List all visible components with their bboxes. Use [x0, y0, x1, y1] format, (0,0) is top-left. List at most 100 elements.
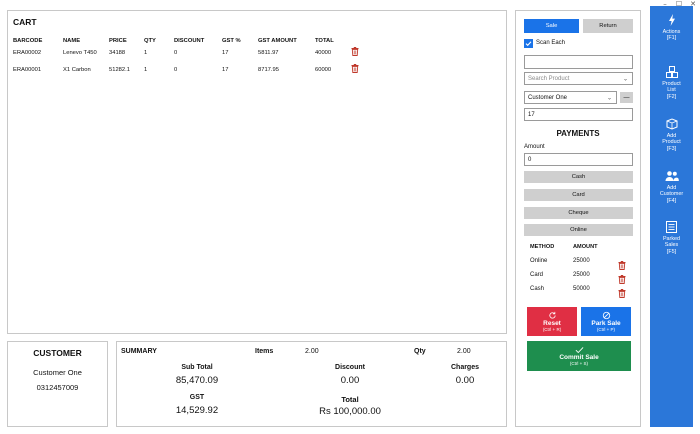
- method-column-header: METHOD: [530, 244, 555, 250]
- discount-label: Discount: [335, 364, 365, 371]
- rail-item-label: List: [667, 87, 676, 94]
- close-button[interactable]: ✕: [690, 0, 696, 8]
- park-sale-button[interactable]: Park Sale (Ctrl + P): [581, 307, 631, 336]
- card-button[interactable]: Card: [524, 189, 633, 201]
- table-row[interactable]: ERA00001 X1 Carbon 51282.1 1 0 17 8717.9…: [8, 64, 506, 76]
- cell-price: 34188: [109, 50, 126, 56]
- cell-name: Lenevo T450: [63, 50, 97, 56]
- amount-column-header: AMOUNT: [573, 244, 598, 250]
- rail-item-label: Add: [666, 185, 677, 191]
- rail-item-label: Product: [662, 81, 681, 87]
- column-header-barcode[interactable]: BARCODE: [13, 38, 43, 44]
- customer-name: Customer One: [33, 368, 82, 377]
- cell-barcode: ERA00002: [13, 50, 42, 56]
- return-mode-button[interactable]: Return: [583, 19, 633, 33]
- column-header-discount[interactable]: DISCOUNT: [174, 38, 205, 44]
- qty-label: Qty: [414, 348, 426, 355]
- cell-qty[interactable]: 1: [144, 67, 148, 73]
- trash-icon[interactable]: [351, 64, 360, 76]
- column-header-gst-percent[interactable]: GST %: [222, 38, 241, 44]
- trash-icon[interactable]: [618, 271, 626, 289]
- rail-item-add-product[interactable]: Add Product [F3]: [650, 118, 693, 152]
- window-controls: – ☐ ✕: [658, 0, 700, 10]
- commit-sale-shortcut: (Ctrl + S): [569, 361, 589, 366]
- cell-qty[interactable]: 1: [144, 50, 148, 56]
- customer-panel: CUSTOMER Customer One 0312457009: [7, 341, 108, 427]
- cart-header-row: BARCODE NAME PRICE QTY DISCOUNT GST % GS…: [8, 35, 506, 47]
- remove-customer-button[interactable]: —: [620, 92, 633, 103]
- rail-item-add-customer[interactable]: Add Customer [F4]: [650, 170, 693, 204]
- action-rail: Actions [F1] Product List [F2] Add Produ…: [650, 6, 693, 427]
- charges-value: 0.00: [455, 375, 475, 386]
- discount-value: 0.00: [340, 375, 360, 386]
- trash-icon[interactable]: [351, 47, 360, 59]
- reset-shortcut: (Ctrl + R): [542, 327, 562, 332]
- online-button[interactable]: Online: [524, 224, 633, 236]
- column-header-price[interactable]: PRICE: [109, 38, 127, 44]
- rail-item-product-list[interactable]: Product List [F2]: [650, 66, 693, 100]
- gst-value: 14,529.92: [175, 405, 219, 416]
- column-header-name[interactable]: NAME: [63, 38, 81, 44]
- search-product-select[interactable]: Search Product ⌄: [524, 72, 633, 85]
- rail-item-label: Parked: [662, 236, 681, 242]
- trash-icon[interactable]: [618, 257, 626, 275]
- commit-sale-button[interactable]: Commit Sale (Ctrl + S): [527, 341, 631, 371]
- cell-gst-amount: 5811.97: [258, 50, 279, 56]
- reset-button[interactable]: Reset (Ctrl + R): [527, 307, 577, 336]
- total-value: Rs 100,000.00: [319, 406, 381, 417]
- column-header-total[interactable]: TOTAL: [315, 38, 334, 44]
- qty-value: 2.00: [457, 348, 471, 355]
- maximize-button[interactable]: ☐: [675, 0, 683, 8]
- list-icon: [666, 221, 677, 233]
- gst-input[interactable]: 17: [524, 108, 633, 121]
- payment-method: Card: [530, 272, 544, 278]
- items-label: Items: [255, 348, 274, 355]
- chevron-down-icon: ⌄: [622, 76, 628, 82]
- customer-phone: 0312457009: [36, 383, 79, 392]
- cell-total: 60000: [315, 67, 332, 73]
- rail-item-shortcut: [F2]: [666, 93, 677, 100]
- barcode-input[interactable]: [524, 55, 633, 69]
- trash-icon[interactable]: [618, 285, 626, 303]
- search-product-placeholder: Search Product: [528, 75, 570, 82]
- cart-panel: CART BARCODE NAME PRICE QTY DISCOUNT GST…: [7, 10, 507, 334]
- sale-mode-button[interactable]: Sale: [524, 19, 579, 33]
- cart-title: CART: [13, 17, 37, 27]
- rail-item-parked-sales[interactable]: Parked Sales [F5]: [650, 221, 693, 255]
- payment-amount: 50000: [573, 286, 590, 292]
- gst-label: GST: [189, 394, 205, 401]
- cheque-button[interactable]: Cheque: [524, 207, 633, 219]
- rail-item-label: Actions: [662, 29, 681, 35]
- cell-gst-percent: 17: [222, 50, 229, 56]
- rail-item-shortcut: [F5]: [666, 248, 677, 255]
- payment-method: Cash: [530, 286, 545, 292]
- rail-item-label: Add: [666, 133, 677, 139]
- cell-discount[interactable]: 0: [174, 67, 178, 73]
- scan-each-label: Scan Each: [536, 40, 566, 46]
- cash-button[interactable]: Cash: [524, 171, 633, 183]
- park-sale-label: Park Sale: [591, 320, 621, 327]
- column-header-gst-amount[interactable]: GST AMOUNT: [258, 38, 297, 44]
- customer-select[interactable]: Customer One ⌄: [524, 91, 617, 104]
- chevron-down-icon: ⌄: [606, 95, 612, 101]
- table-row[interactable]: ERA00002 Lenevo T450 34188 1 0 17 5811.9…: [8, 47, 506, 59]
- rail-item-shortcut: [F1]: [666, 35, 677, 42]
- customer-select-value: Customer One: [528, 94, 568, 101]
- minimize-button[interactable]: –: [663, 0, 667, 8]
- payment-amount: 25000: [573, 272, 590, 278]
- rail-item-label: Customer: [659, 191, 684, 198]
- column-header-qty[interactable]: QTY: [144, 38, 156, 44]
- summary-title: SUMMARY: [121, 348, 157, 355]
- rail-item-label: Product: [662, 139, 681, 146]
- rail-item-shortcut: [F4]: [666, 197, 677, 204]
- cell-discount[interactable]: 0: [174, 50, 178, 56]
- rail-item-actions[interactable]: Actions [F1]: [650, 14, 693, 42]
- sale-control-panel: Sale Return Scan Each Search Product ⌄ C…: [515, 10, 641, 427]
- amount-input[interactable]: 0: [524, 153, 633, 166]
- payment-amount: 25000: [573, 258, 590, 264]
- cell-name: X1 Carbon: [63, 67, 91, 73]
- cell-gst-percent: 17: [222, 67, 229, 73]
- payment-method: Online: [530, 258, 548, 264]
- summary-panel: SUMMARY Items 2.00 Qty 2.00 Sub Total 85…: [116, 341, 507, 427]
- scan-each-checkbox[interactable]: [524, 39, 533, 48]
